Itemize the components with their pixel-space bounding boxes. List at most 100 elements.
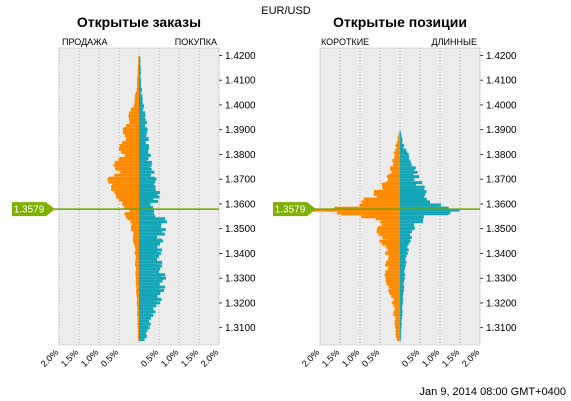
bar-sell <box>394 322 400 326</box>
bar-sell <box>390 264 400 268</box>
bar-buy <box>400 130 401 134</box>
bar-buy <box>139 270 159 274</box>
y-tick-label: 1.3900 <box>486 125 517 136</box>
x-tick-label: 0.5% <box>400 347 422 369</box>
bar-sell <box>373 190 400 194</box>
bar-buy <box>400 190 427 194</box>
orders-panel: Открытые заказы ПРОДАЖА ПОКУПКА 1.4200 1.… <box>39 14 256 369</box>
bar-buy <box>400 217 424 221</box>
y-tick-label: 1.4100 <box>225 76 256 87</box>
bar-buy <box>139 144 149 147</box>
bar-buy <box>139 297 162 301</box>
bar-buy <box>400 313 403 317</box>
bar-sell <box>133 242 139 246</box>
bar-sell <box>125 215 139 219</box>
y-tick-label: 1.4000 <box>486 100 517 111</box>
bar-sell <box>387 248 400 252</box>
bar-sell <box>135 267 139 271</box>
bar-buy <box>139 273 166 277</box>
bar-buy <box>139 313 154 317</box>
bar-buy <box>139 101 143 105</box>
orders-left-label: ПРОДАЖА <box>62 37 108 47</box>
bar-sell <box>129 121 139 125</box>
bar-buy <box>139 202 151 206</box>
bar-buy <box>400 242 409 246</box>
bar-sell <box>388 254 400 258</box>
bar-sell <box>107 177 139 181</box>
bar-buy <box>400 267 405 271</box>
bar-buy <box>139 285 165 289</box>
bar-sell <box>379 239 400 243</box>
bar-sell <box>382 185 400 189</box>
bar-buy <box>139 180 156 184</box>
bar-sell <box>122 141 139 145</box>
bar-buy <box>139 276 166 280</box>
bar-buy <box>139 310 156 314</box>
price-tag-positions-label: 1.3579 <box>275 205 306 216</box>
bar-sell <box>386 276 400 280</box>
bar-buy <box>139 217 166 221</box>
bar-buy <box>400 152 409 156</box>
bar-buy <box>400 138 403 142</box>
bar-sell <box>395 148 400 152</box>
bar-sell <box>138 68 139 72</box>
bar-buy <box>139 185 156 189</box>
x-tick-label: 1.0% <box>420 347 442 369</box>
bar-buy <box>400 185 425 189</box>
bar-buy <box>139 173 151 177</box>
bar-sell <box>386 282 400 286</box>
x-tick-label: 1.5% <box>440 347 462 369</box>
bar-buy <box>400 316 402 320</box>
bar-buy <box>139 329 148 333</box>
bar-sell <box>122 199 139 203</box>
bar-buy <box>139 124 146 128</box>
bar-sell <box>393 163 400 167</box>
bar-buy <box>400 301 403 305</box>
bar-buy <box>139 163 152 167</box>
bar-sell <box>122 202 139 206</box>
bar-sell <box>138 62 139 66</box>
bar-sell <box>135 248 139 252</box>
bar-buy <box>139 335 147 339</box>
bar-buy <box>139 94 143 98</box>
y-tick-label: 1.4200 <box>225 51 256 62</box>
bar-sell <box>136 264 139 268</box>
bar-buy <box>400 203 439 207</box>
bar-sell <box>394 307 400 311</box>
bar-sell <box>341 212 400 216</box>
x-tick-label: 2.0% <box>199 347 221 369</box>
bar-buy <box>139 68 141 72</box>
bar-sell <box>137 326 139 330</box>
y-tick-label: 1.3200 <box>225 298 256 309</box>
y-tick-label: 1.4000 <box>225 100 256 111</box>
positions-title: Открытые позиции <box>333 14 467 30</box>
bar-sell <box>391 170 400 174</box>
bar-sell <box>116 167 139 171</box>
y-tick-label: 1.3600 <box>486 199 517 210</box>
bar-sell <box>387 178 400 182</box>
bar-sell <box>380 220 400 224</box>
bar-buy <box>400 297 404 301</box>
bar-sell <box>375 217 400 221</box>
bar-sell <box>395 329 400 333</box>
bar-buy <box>400 160 411 164</box>
bar-sell <box>387 257 400 261</box>
bar-sell <box>135 91 139 95</box>
plot-frame <box>319 47 481 346</box>
bar-buy <box>139 56 141 60</box>
bar-buy <box>139 338 145 342</box>
bar-sell <box>396 141 400 145</box>
bar-sell <box>124 212 139 216</box>
bar-buy <box>400 292 404 296</box>
bar-buy <box>139 220 167 224</box>
bar-sell <box>378 233 400 237</box>
bar-buy <box>139 78 141 82</box>
bar-sell <box>361 200 400 204</box>
bar-sell <box>129 209 139 213</box>
bar-buy <box>400 212 448 216</box>
bar-sell <box>136 88 139 92</box>
bar-buy <box>139 251 162 255</box>
bar-sell <box>138 59 139 63</box>
x-tick-label: 1.0% <box>159 347 181 369</box>
bar-sell <box>385 251 400 255</box>
